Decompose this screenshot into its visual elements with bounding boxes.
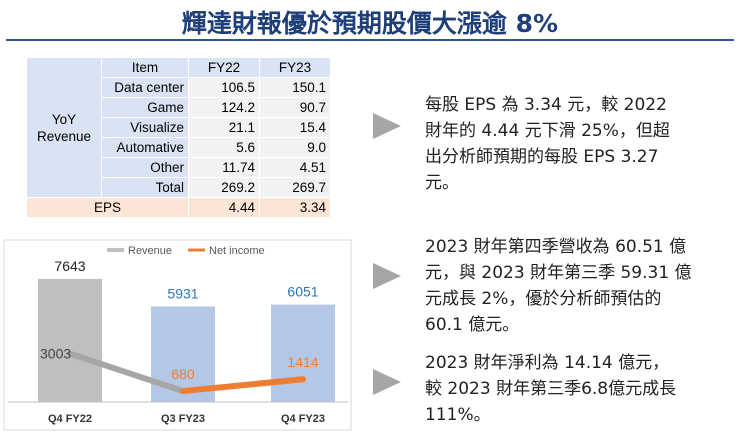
text-line: 元，與 2023 財年第三季 59.31 億: [425, 263, 692, 283]
arrow-icon: [373, 263, 401, 289]
col-header-fy22: FY22: [188, 57, 260, 78]
page-title: 輝達財報優於預期股價大漲逾 8%: [181, 9, 559, 38]
text-line: 較 2023 財年第三季6.8億元成長: [425, 379, 677, 399]
legend-label-net-income: Net income: [209, 245, 265, 257]
revenue-netincome-chart: 7643 5931 6051 3003 680 1414 Q4 FY22 Q3 FY23 Q4 …: [3, 239, 352, 431]
text-line: 60.1 億元。: [425, 315, 520, 335]
revenue-data-label: 7643: [54, 258, 85, 274]
net-income-data-label: 680: [171, 366, 195, 382]
cell-fy23: 90.7: [259, 97, 331, 118]
net-income-line-segment: [180, 376, 306, 395]
revenue-summary-text: 2023 財年第四季營收為 60.51 億元，與 2023 財年第三季 59.3…: [425, 234, 725, 338]
text-line: 每股 EPS 為 3.34 元，較 2022: [425, 95, 667, 115]
yoy-label-line2: Revenue: [36, 128, 92, 144]
net-income-summary-text: 2023 財年淨利為 14.14 億元， 較 2023 財年第三季6.8億元成長 1…: [425, 350, 725, 428]
row-label: Other: [101, 157, 189, 178]
arrow-icon: [373, 369, 401, 395]
x-tick-label: Q3 FY23: [161, 413, 205, 425]
cell-fy22: 5.6: [188, 137, 260, 158]
row-label: Visualize: [101, 117, 189, 138]
cell-fy22: 106.5: [188, 77, 260, 98]
net-income-data-label: 3003: [40, 346, 71, 362]
cell-fy23: 9.0: [259, 137, 331, 158]
title-underline: [6, 39, 734, 41]
cell-fy22: 11.74: [188, 157, 260, 178]
text-line: 出分析師預期的每股 EPS 3.27: [425, 147, 659, 167]
text-line: 2023 財年第四季營收為 60.51 億: [425, 237, 687, 257]
cell-fy23: 4.51: [259, 157, 331, 178]
table-row: Game 124.2 90.7: [27, 97, 331, 118]
text-line: 元成長 2%，優於分析師預估的: [425, 289, 662, 309]
col-header-item: Item: [101, 57, 189, 78]
cell-fy22: 21.1: [188, 117, 260, 138]
legend-label-revenue: Revenue: [128, 245, 172, 257]
cell-fy23: 15.4: [259, 117, 331, 138]
table-row: Data center 106.5 150.1: [27, 77, 331, 98]
eps-summary-text: 每股 EPS 為 3.34 元，較 2022 財年的 4.44 元下滑 25%，但…: [425, 92, 725, 196]
table-row: Automative 5.6 9.0: [27, 137, 331, 158]
yoy-revenue-label: YoY Revenue: [26, 57, 102, 198]
text-line: 111%。: [425, 405, 491, 425]
revenue-bar: [38, 278, 102, 402]
cell-fy23: 150.1: [259, 77, 331, 98]
revenue-bar: [271, 304, 335, 402]
table-row: Total 269.2 269.7: [27, 177, 331, 198]
x-tick-label: Q4 FY23: [281, 413, 325, 425]
eps-label: EPS: [26, 197, 189, 218]
net-income-line-segment: [67, 350, 186, 395]
row-label: Automative: [101, 137, 189, 158]
arrow-icon: [373, 113, 401, 139]
table-row: Other 11.74 4.51: [27, 157, 331, 178]
row-label: Game: [101, 97, 189, 118]
text-line: 2023 財年淨利為 14.14 億元，: [425, 353, 670, 373]
eps-fy22: 4.44: [188, 197, 260, 218]
cell-fy22: 269.2: [188, 177, 260, 198]
revenue-table: YoY Revenue Item FY22 FY23 Data center 1…: [26, 57, 331, 218]
col-header-fy23: FY23: [259, 57, 331, 78]
x-tick-label: Q4 FY22: [48, 413, 92, 425]
row-label: Data center: [101, 77, 189, 98]
text-line: 元。: [425, 173, 459, 193]
text-line: 財年的 4.44 元下滑 25%，但超: [425, 121, 670, 141]
eps-fy23: 3.34: [259, 197, 331, 218]
table-header-row: YoY Revenue Item FY22 FY23: [26, 57, 331, 198]
yoy-label-line1: YoY: [51, 111, 77, 127]
row-label: Total: [101, 177, 189, 198]
revenue-data-label: 5931: [167, 286, 198, 302]
net-income-data-label: 1414: [287, 354, 318, 370]
eps-row: EPS 4.44 3.34: [26, 197, 331, 218]
cell-fy22: 124.2: [188, 97, 260, 118]
cell-fy23: 269.7: [259, 177, 331, 198]
revenue-data-label: 6051: [287, 284, 318, 300]
